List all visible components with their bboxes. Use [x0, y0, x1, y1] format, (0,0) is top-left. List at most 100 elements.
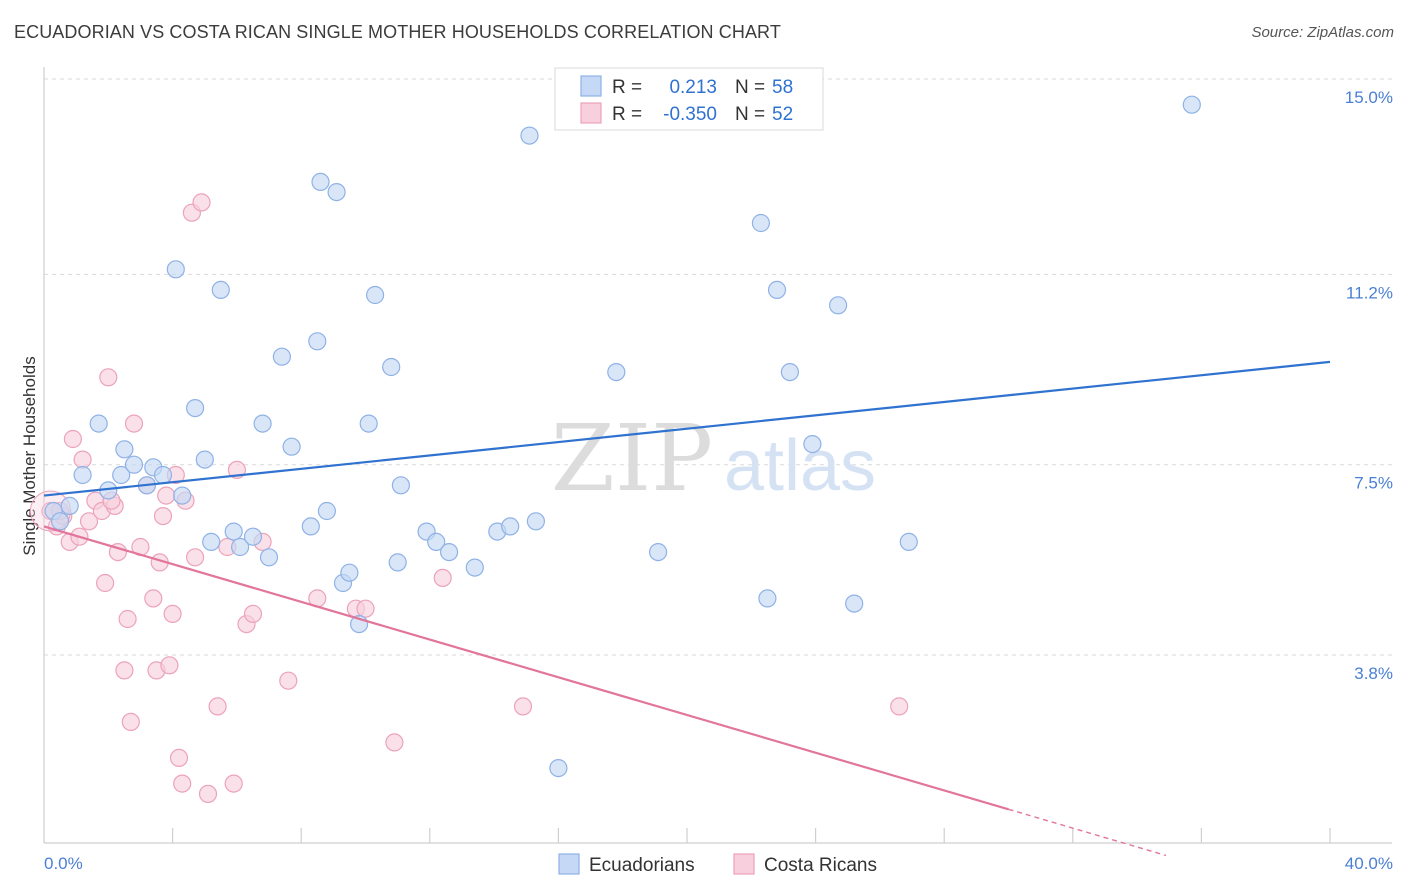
- ecuadorian-point: [780, 363, 800, 382]
- ecuadorian-point: [758, 589, 777, 608]
- legend-n-value-1: 58: [772, 77, 793, 98]
- costa-rican-point: [208, 697, 227, 716]
- costa-rican-point: [79, 512, 99, 531]
- costa-rican-point: [124, 414, 144, 433]
- y-tick-label: 3.8%: [1354, 664, 1393, 683]
- ecuadorian-point: [186, 399, 205, 418]
- ecuadorian-point: [259, 548, 279, 567]
- ecuadorians-trend-line: [43, 360, 1331, 497]
- ecuadorian-point: [243, 527, 263, 546]
- y-tick-label: 7.5%: [1354, 474, 1393, 493]
- ecuadorian-point: [388, 553, 407, 572]
- costa-rican-point: [160, 656, 179, 675]
- ecuadorian-point: [803, 435, 822, 454]
- legend-r-value-2: -0.350: [663, 104, 717, 125]
- y-tick-labels: 3.8% 7.5% 11.2% 15.0%: [1345, 88, 1393, 683]
- ecuadorian-point: [391, 476, 410, 495]
- costa-rican-point: [115, 661, 134, 680]
- legend-r-label-1: R =: [612, 77, 642, 98]
- legend-r-label-2: R =: [612, 104, 642, 125]
- ecuadorian-point: [124, 455, 144, 474]
- ecuadorian-point: [899, 532, 918, 552]
- costa-rican-point: [121, 712, 140, 732]
- ecuadorian-point: [340, 563, 359, 582]
- costa-rican-point: [243, 604, 263, 624]
- legend-n-label-2: N =: [735, 104, 765, 125]
- legend-n-value-2: 52: [772, 104, 793, 125]
- costa-rican-point: [73, 450, 92, 469]
- ecuadorian-point: [301, 517, 320, 536]
- ecuadorian-point: [311, 172, 330, 191]
- ecuadorian-point: [272, 347, 291, 366]
- ecuadorian-point: [440, 542, 459, 562]
- costa-ricans-trend-line: [43, 525, 1009, 811]
- bottom-legend-swatch-costa-ricans[interactable]: [733, 853, 755, 875]
- legend-swatch-ecuadorians: [580, 75, 602, 97]
- ecuadorian-point: [828, 296, 848, 315]
- ecuadorian-point: [224, 522, 243, 541]
- ecuadorians-points: [44, 95, 1201, 778]
- trend-lines: [43, 360, 1331, 857]
- costa-rican-point: [890, 697, 909, 716]
- legend-n-label-1: N =: [735, 77, 765, 98]
- ecuadorian-point: [112, 465, 131, 485]
- legend-box: R = 0.213 N = 58 R = -0.350 N = 52: [554, 67, 824, 131]
- ecuadorian-point: [549, 758, 568, 778]
- ecuadorian-point: [845, 594, 864, 613]
- bottom-legend: Ecuadorians Costa Ricans: [558, 853, 877, 876]
- ecuadorian-point: [166, 260, 185, 279]
- costa-rican-point: [144, 589, 163, 608]
- ecuadorian-point: [308, 332, 327, 351]
- costa-rican-point: [99, 368, 118, 387]
- ecuadorian-point: [115, 440, 134, 459]
- y-tick-label: 15.0%: [1345, 88, 1393, 107]
- costa-rican-point: [356, 599, 375, 618]
- ecuadorian-point: [282, 437, 301, 456]
- costa-ricans-trend-extension: [1008, 808, 1167, 857]
- ecuadorian-point: [526, 512, 546, 531]
- costa-rican-point: [224, 774, 243, 793]
- ecuadorian-point: [89, 414, 108, 433]
- ecuadorian-point: [648, 542, 668, 562]
- ecuadorian-point: [195, 450, 214, 469]
- ecuadorian-point: [317, 501, 336, 521]
- legend-swatch-costa-ricans: [580, 102, 602, 124]
- bottom-legend-label-ecuadorians[interactable]: Ecuadorians: [589, 855, 695, 876]
- ecuadorian-point: [382, 357, 401, 377]
- chart-title: ECUADORIAN VS COSTA RICAN SINGLE MOTHER …: [14, 22, 781, 42]
- x-tick-label-max: 40.0%: [1345, 854, 1393, 873]
- costa-rican-point: [63, 429, 83, 449]
- ecuadorian-point: [253, 414, 272, 433]
- costa-rican-point: [385, 733, 404, 752]
- costa-rican-point: [153, 506, 173, 526]
- watermark-zip: ZIP: [551, 405, 713, 512]
- ecuadorian-point: [501, 517, 520, 536]
- ecuadorian-point: [73, 465, 92, 485]
- ecuadorian-point: [173, 486, 192, 505]
- y-axis-label: Single Mother Households: [20, 356, 39, 555]
- bottom-legend-swatch-ecuadorians[interactable]: [558, 853, 580, 875]
- costa-rican-point: [198, 784, 218, 804]
- ecuadorian-point: [465, 558, 484, 577]
- costa-rican-point: [433, 568, 452, 588]
- ecuadorian-point: [153, 465, 173, 485]
- ecuadorian-point: [366, 285, 385, 305]
- axes: [43, 67, 1392, 844]
- costa-rican-point: [95, 573, 115, 593]
- bottom-legend-label-costa-ricans[interactable]: Costa Ricans: [764, 855, 877, 876]
- costa-rican-point: [173, 774, 192, 793]
- costa-rican-point: [186, 548, 205, 567]
- costa-rican-point: [169, 748, 189, 768]
- ecuadorian-point: [1182, 95, 1201, 114]
- ecuadorian-point: [211, 280, 230, 299]
- ecuadorian-point: [359, 414, 378, 433]
- ecuadorian-point: [427, 532, 446, 552]
- y-tick-label: 11.2%: [1346, 283, 1393, 302]
- ecuadorian-point: [202, 532, 221, 552]
- costa-rican-point: [513, 697, 533, 716]
- ecuadorian-point: [327, 183, 346, 202]
- ecuadorian-point: [767, 280, 787, 299]
- ecuadorian-point: [60, 496, 79, 515]
- x-tick-label-min: 0.0%: [44, 854, 83, 873]
